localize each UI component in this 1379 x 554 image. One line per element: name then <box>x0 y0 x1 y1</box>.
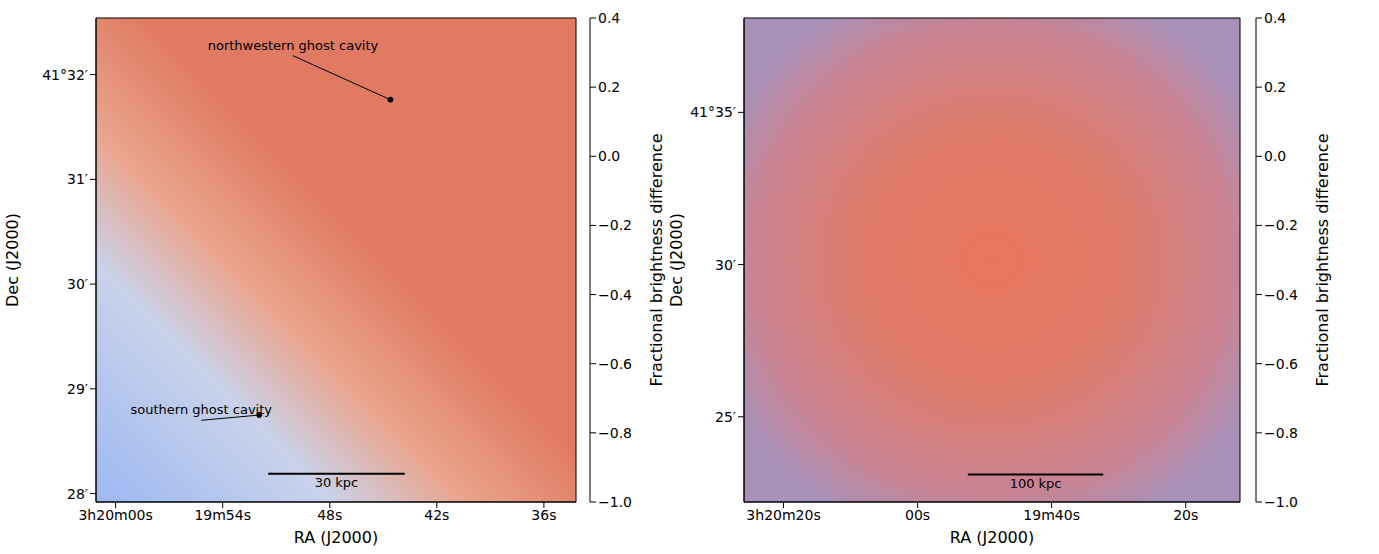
svg-text:20s: 20s <box>1173 507 1198 523</box>
svg-text:−0.8: −0.8 <box>598 425 632 441</box>
svg-text:−0.6: −0.6 <box>1264 356 1298 372</box>
svg-text:100 kpc: 100 kpc <box>1010 476 1062 491</box>
html-text:Dec (J2000): Dec (J2000) <box>666 213 686 307</box>
svg-text:19m40s: 19m40s <box>1023 507 1080 523</box>
html-text:RA (J2000): RA (J2000) <box>293 528 379 547</box>
svg-text:42s: 42s <box>424 507 449 523</box>
svg-text:19m54s: 19m54s <box>194 507 251 523</box>
svg-text:31′: 31′ <box>67 171 88 187</box>
svg-text:28′: 28′ <box>67 486 88 502</box>
svg-text:30 kpc: 30 kpc <box>315 475 359 490</box>
svg-text:northwestern ghost cavity: northwestern ghost cavity <box>208 38 379 53</box>
svg-text:3h20m20s: 3h20m20s <box>746 507 820 523</box>
svg-text:36s: 36s <box>531 507 556 523</box>
svg-text:0.0: 0.0 <box>1264 148 1286 164</box>
svg-text:41°35′: 41°35′ <box>690 104 736 120</box>
svg-text:0.0: 0.0 <box>598 148 620 164</box>
html-text:Dec (J2000): Dec (J2000) <box>2 213 22 307</box>
svg-text:30′: 30′ <box>715 257 736 273</box>
svg-text:25′: 25′ <box>715 409 736 425</box>
html-text:RA (J2000): RA (J2000) <box>949 528 1035 547</box>
svg-text:3h20m00s: 3h20m00s <box>78 507 152 523</box>
svg-text:−0.6: −0.6 <box>598 356 632 372</box>
svg-text:00s: 00s <box>905 507 930 523</box>
svg-text:−0.2: −0.2 <box>598 217 632 233</box>
svg-text:southern ghost cavity: southern ghost cavity <box>131 402 273 417</box>
svg-text:41°32′: 41°32′ <box>42 67 88 83</box>
svg-text:−0.8: −0.8 <box>1264 425 1298 441</box>
svg-text:−0.4: −0.4 <box>598 287 632 303</box>
svg-text:30′: 30′ <box>67 276 88 292</box>
html-text:Fractional brightness differen: Fractional brightness difference <box>646 133 666 387</box>
svg-text:−1.0: −1.0 <box>1264 494 1298 510</box>
svg-text:0.2: 0.2 <box>1264 79 1286 95</box>
svg-text:−0.4: −0.4 <box>1264 287 1298 303</box>
svg-text:−0.2: −0.2 <box>1264 217 1298 233</box>
svg-text:0.2: 0.2 <box>598 79 620 95</box>
svg-text:0.4: 0.4 <box>598 10 620 26</box>
html-text:Fractional brightness differen: Fractional brightness difference <box>1312 133 1332 387</box>
svg-text:0.4: 0.4 <box>1264 10 1286 26</box>
svg-text:−1.0: −1.0 <box>598 494 632 510</box>
svg-text:48s: 48s <box>317 507 342 523</box>
svg-text:29′: 29′ <box>67 381 88 397</box>
